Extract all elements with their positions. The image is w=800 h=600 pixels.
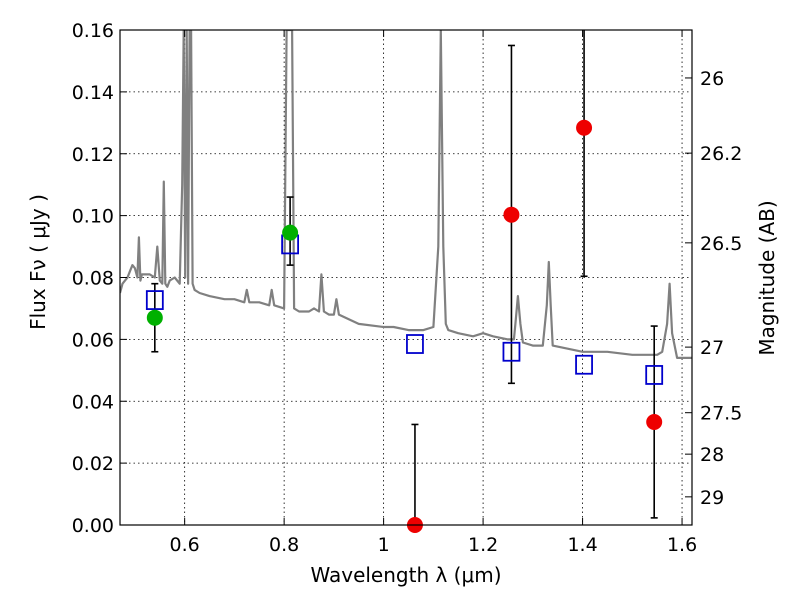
y-tick-label: 0.10 — [72, 206, 114, 228]
x-tick-label: 0.8 — [269, 534, 299, 556]
y-axis-label: Flux Fν ( μJy ) — [26, 194, 50, 330]
y-tick-label: 0.14 — [72, 82, 114, 104]
right-tick-label: 28 — [700, 444, 724, 466]
x-tick-label: 1.2 — [468, 534, 498, 556]
x-tick-label: 1 — [378, 534, 390, 556]
y-tick-label: 0.08 — [72, 268, 114, 290]
ticks: 0.6 0.8 1 1.2 1.4 1.6 0.00 0.02 0.04 0.06 0.08 0.10… — [72, 20, 743, 556]
spectrum-line — [120, 30, 692, 359]
red-point — [646, 413, 663, 430]
red-point — [576, 119, 593, 136]
y-tick-label: 0.04 — [72, 391, 114, 413]
red-point — [503, 206, 520, 223]
right-tick-label: 26 — [700, 68, 724, 90]
y-tick-label: 0.12 — [72, 144, 114, 166]
x-tick-label: 1.6 — [667, 534, 697, 556]
blue-square-point — [645, 365, 664, 385]
blue-square-point — [145, 290, 164, 310]
green-point — [282, 224, 299, 241]
x-tick-label: 1.4 — [567, 534, 597, 556]
data-markers — [145, 30, 664, 533]
blue-square-point — [575, 354, 593, 375]
right-tick-label: 27 — [700, 337, 724, 359]
y-tick-label: 0.00 — [72, 515, 114, 537]
green-point — [146, 309, 163, 326]
right-tick-label: 29 — [700, 487, 724, 509]
blue-square-point — [502, 341, 521, 362]
y-tick-label: 0.16 — [72, 20, 114, 42]
blue-square-point — [406, 334, 424, 354]
x-tick-label: 0.6 — [170, 534, 200, 556]
model-spectrum — [120, 30, 692, 359]
right-tick-label: 26.2 — [700, 143, 742, 165]
right-tick-label: 26.5 — [700, 233, 742, 255]
y-tick-label: 0.06 — [72, 329, 114, 351]
y-tick-label: 0.02 — [72, 453, 114, 475]
right-y-axis-label: Magnitude (AB) — [755, 200, 779, 355]
right-tick-label: 27.5 — [700, 403, 742, 425]
x-axis-label: Wavelength λ (μm) — [310, 563, 501, 587]
